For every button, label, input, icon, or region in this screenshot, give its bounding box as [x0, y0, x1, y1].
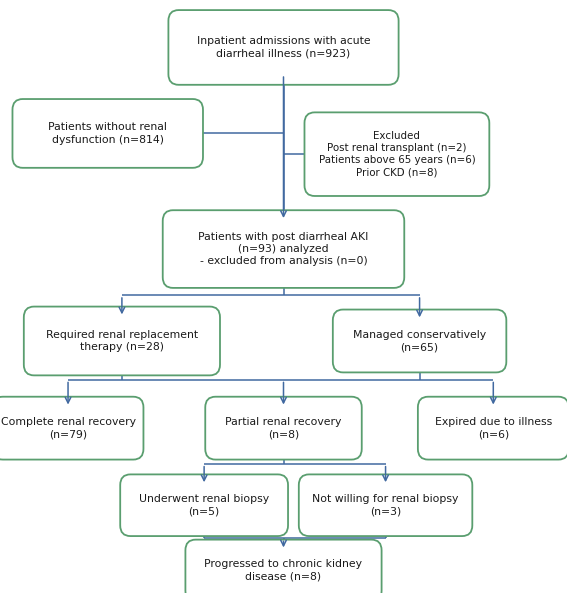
Text: Managed conservatively
(n=65): Managed conservatively (n=65)	[353, 330, 486, 352]
Text: Excluded
Post renal transplant (n=2)
Patients above 65 years (n=6)
Prior CKD (n=: Excluded Post renal transplant (n=2) Pat…	[319, 130, 475, 178]
Text: Inpatient admissions with acute
diarrheal illness (n=923): Inpatient admissions with acute diarrhea…	[197, 36, 370, 59]
Text: Underwent renal biopsy
(n=5): Underwent renal biopsy (n=5)	[139, 494, 269, 517]
Text: Complete renal recovery
(n=79): Complete renal recovery (n=79)	[1, 417, 136, 439]
FancyBboxPatch shape	[163, 211, 404, 288]
FancyBboxPatch shape	[205, 397, 362, 460]
FancyBboxPatch shape	[0, 397, 143, 460]
FancyBboxPatch shape	[333, 310, 506, 372]
FancyBboxPatch shape	[168, 10, 399, 85]
FancyBboxPatch shape	[24, 307, 220, 375]
Text: Patients without renal
dysfunction (n=814): Patients without renal dysfunction (n=81…	[48, 122, 167, 145]
FancyBboxPatch shape	[304, 113, 489, 196]
FancyBboxPatch shape	[120, 474, 288, 536]
FancyBboxPatch shape	[299, 474, 472, 536]
FancyBboxPatch shape	[185, 540, 382, 593]
Text: Progressed to chronic kidney
disease (n=8): Progressed to chronic kidney disease (n=…	[205, 559, 362, 582]
Text: Expired due to illness
(n=6): Expired due to illness (n=6)	[435, 417, 552, 439]
Text: Patients with post diarrheal AKI
(n=93) analyzed
- excluded from analysis (n=0): Patients with post diarrheal AKI (n=93) …	[198, 232, 369, 266]
FancyBboxPatch shape	[12, 99, 203, 168]
Text: Not willing for renal biopsy
(n=3): Not willing for renal biopsy (n=3)	[312, 494, 459, 517]
FancyBboxPatch shape	[418, 397, 567, 460]
Text: Partial renal recovery
(n=8): Partial renal recovery (n=8)	[225, 417, 342, 439]
Text: Required renal replacement
therapy (n=28): Required renal replacement therapy (n=28…	[46, 330, 198, 352]
